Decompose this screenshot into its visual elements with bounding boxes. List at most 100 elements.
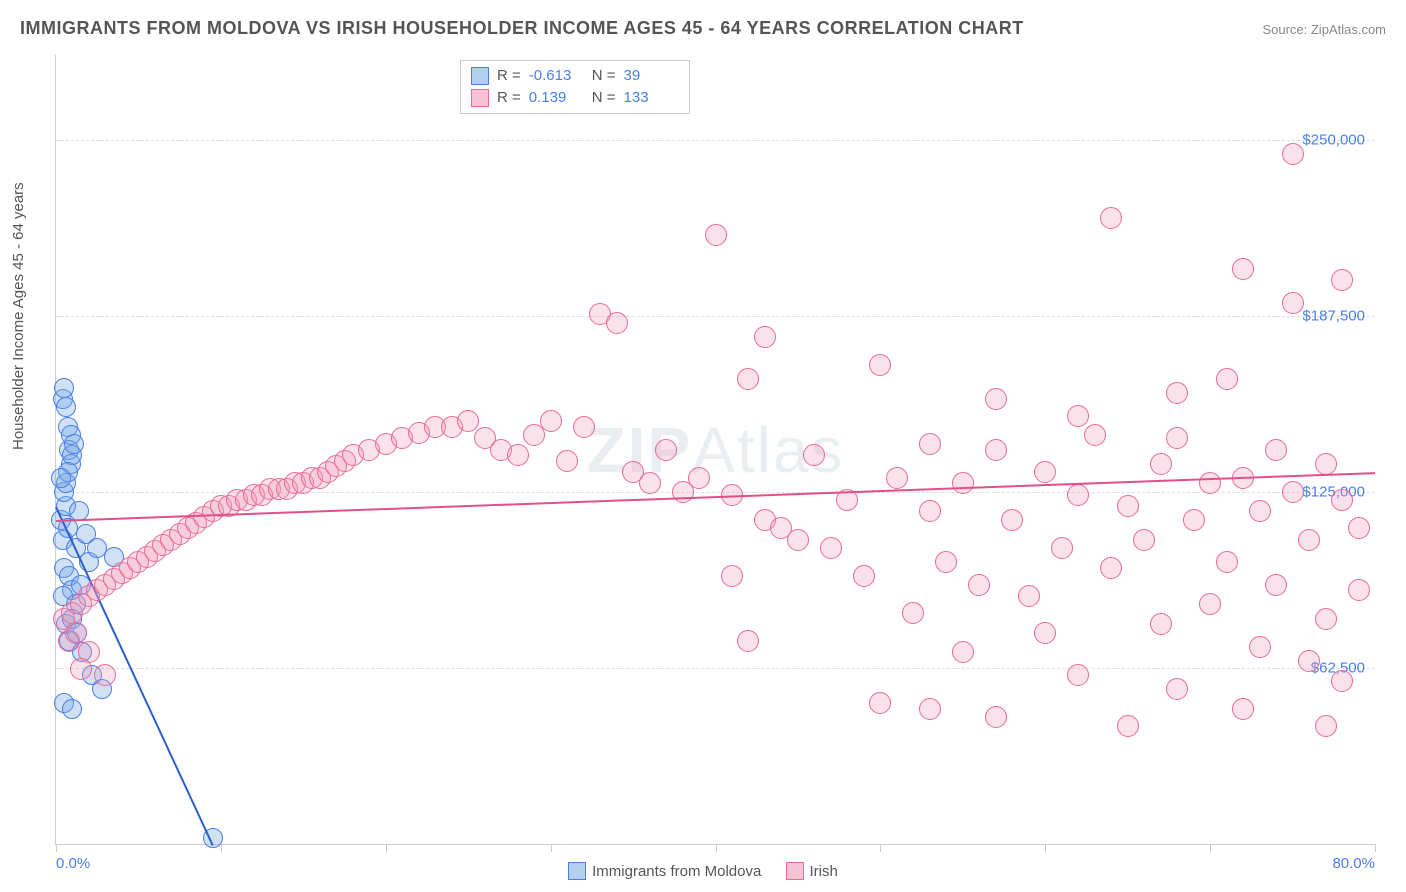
data-point [1315, 453, 1337, 475]
data-point [985, 388, 1007, 410]
data-point [1199, 472, 1221, 494]
data-point [1331, 670, 1353, 692]
data-point [1018, 585, 1040, 607]
data-point [1216, 368, 1238, 390]
data-point [56, 397, 76, 417]
data-point [803, 444, 825, 466]
chart-plot-area: ZIPAtlas $62,500$125,000$187,500$250,000… [55, 55, 1375, 845]
data-point [935, 551, 957, 573]
x-tick [221, 844, 222, 852]
data-point [1084, 424, 1106, 446]
data-point [1100, 557, 1122, 579]
data-point [705, 224, 727, 246]
data-point [1117, 495, 1139, 517]
x-tick [1045, 844, 1046, 852]
data-point [1282, 481, 1304, 503]
data-point [787, 529, 809, 551]
data-point [1166, 382, 1188, 404]
gridline [56, 316, 1375, 317]
data-point [1249, 636, 1271, 658]
swatch-moldova-icon [568, 862, 586, 880]
x-tick [56, 844, 57, 852]
data-point [507, 444, 529, 466]
legend-row-moldova: R = -0.613 N = 39 [471, 65, 679, 87]
data-point [1034, 461, 1056, 483]
x-tick [716, 844, 717, 852]
data-point [721, 565, 743, 587]
y-axis-label: Householder Income Ages 45 - 64 years [10, 182, 27, 450]
data-point [64, 434, 84, 454]
data-point [737, 630, 759, 652]
source-label: Source: ZipAtlas.com [1262, 22, 1386, 37]
data-point [1282, 143, 1304, 165]
data-point [457, 410, 479, 432]
data-point [65, 622, 87, 644]
data-point [1265, 439, 1287, 461]
data-point [1265, 574, 1287, 596]
data-point [1199, 593, 1221, 615]
data-point [985, 706, 1007, 728]
legend-item-irish: Irish [786, 862, 838, 880]
data-point [968, 574, 990, 596]
data-point [573, 416, 595, 438]
data-point [606, 312, 628, 334]
x-tick [1210, 844, 1211, 852]
data-point [1232, 258, 1254, 280]
data-point [869, 354, 891, 376]
data-point [1249, 500, 1271, 522]
data-point [1348, 579, 1370, 601]
data-point [1034, 622, 1056, 644]
series-legend: Immigrants from Moldova Irish [0, 862, 1406, 884]
swatch-moldova [471, 67, 489, 85]
swatch-irish-icon [786, 862, 804, 880]
correlation-legend: R = -0.613 N = 39 R = 0.139 N = 133 [460, 60, 690, 114]
data-point [1282, 292, 1304, 314]
data-point [1150, 613, 1172, 635]
data-point [1001, 509, 1023, 531]
data-point [919, 698, 941, 720]
x-tick [880, 844, 881, 852]
data-point [1166, 678, 1188, 700]
data-point [1067, 405, 1089, 427]
data-point [1216, 551, 1238, 573]
data-point [639, 472, 661, 494]
data-point [94, 664, 116, 686]
data-point [540, 410, 562, 432]
x-tick [1375, 844, 1376, 852]
data-point [754, 326, 776, 348]
data-point [737, 368, 759, 390]
data-point [62, 699, 82, 719]
data-point [952, 641, 974, 663]
data-point [919, 433, 941, 455]
gridline [56, 140, 1375, 141]
data-point [1298, 650, 1320, 672]
data-point [820, 537, 842, 559]
data-point [952, 472, 974, 494]
data-point [902, 602, 924, 624]
data-point [985, 439, 1007, 461]
data-point [1232, 698, 1254, 720]
data-point [556, 450, 578, 472]
data-point [886, 467, 908, 489]
gridline [56, 668, 1375, 669]
data-point [54, 378, 74, 398]
data-point [1315, 608, 1337, 630]
data-point [1117, 715, 1139, 737]
x-tick [386, 844, 387, 852]
data-point [1100, 207, 1122, 229]
chart-title: IMMIGRANTS FROM MOLDOVA VS IRISH HOUSEHO… [20, 18, 1024, 39]
data-point [1183, 509, 1205, 531]
swatch-irish [471, 89, 489, 107]
data-point [1331, 269, 1353, 291]
data-point [1166, 427, 1188, 449]
data-point [1298, 529, 1320, 551]
data-point [1348, 517, 1370, 539]
data-point [1067, 664, 1089, 686]
data-point [1051, 537, 1073, 559]
data-point [1331, 489, 1353, 511]
data-point [1315, 715, 1337, 737]
legend-item-moldova: Immigrants from Moldova [568, 862, 761, 880]
data-point [919, 500, 941, 522]
data-point [1067, 484, 1089, 506]
y-tick-label: $250,000 [1302, 131, 1365, 148]
